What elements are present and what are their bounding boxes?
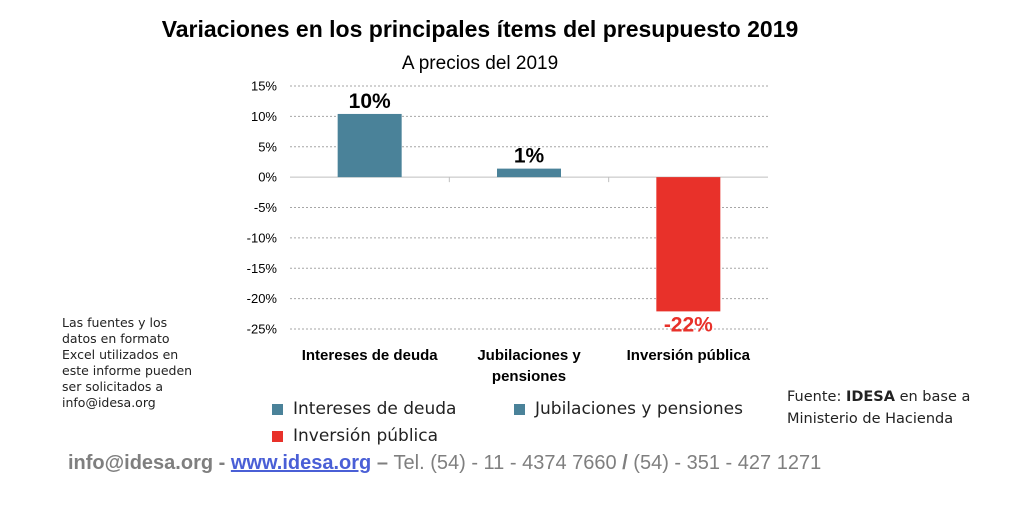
legend-label: Inversión pública (293, 426, 439, 446)
footer-tel-1: Tel. (54) - 11 - 4374 7660 (393, 452, 623, 474)
y-tick-label: -25% (247, 322, 278, 337)
side-note: Las fuentes y los datos en formato Excel… (62, 315, 212, 411)
data-label: -22% (664, 313, 713, 336)
y-tick-label: -10% (247, 230, 278, 245)
legend-item-jubilaciones: Jubilaciones y pensiones (514, 399, 743, 419)
side-note-line: ser solicitados a (62, 379, 164, 394)
y-tick-label: 5% (258, 139, 277, 154)
source-suffix: en base a (894, 389, 971, 405)
y-tick-label: -15% (247, 261, 278, 276)
y-tick-label: 10% (251, 109, 277, 124)
footer-separator: – (371, 452, 394, 474)
legend-label: Intereses de deuda (293, 399, 457, 419)
x-tick-label: Inversión pública (627, 347, 751, 364)
y-tick-label: -20% (247, 291, 278, 306)
side-note-email: info@idesa.org (62, 395, 156, 410)
footer-tel-2: (54) - 351 - 427 1271 (627, 452, 822, 474)
side-note-line: Las fuentes y los (62, 315, 168, 330)
footer-contact: info@idesa.org - www.idesa.org – Tel. (5… (68, 452, 821, 475)
source-brand: IDESA (845, 389, 895, 405)
side-note-line: este informe pueden (62, 363, 193, 378)
chart-subtitle: A precios del 2019 (401, 53, 559, 74)
y-tick-label: 0% (258, 170, 277, 185)
footer-slash: / (622, 452, 628, 474)
bar (656, 177, 721, 312)
bar (497, 168, 561, 178)
legend-swatch (514, 403, 525, 415)
footer-email[interactable]: info@idesa.org (68, 452, 214, 474)
side-note-line: datos en formato (62, 331, 170, 346)
source-line-1: Fuente: IDESA en base a (787, 386, 1017, 408)
y-tick-label: 15% (251, 79, 277, 94)
footer-separator: - (213, 452, 231, 474)
bar (337, 113, 402, 178)
footer-website-link[interactable]: www.idesa.org (230, 452, 372, 474)
source-prefix: Fuente: (787, 389, 846, 405)
side-note-line: Excel utilizados en (62, 347, 179, 362)
source-line-2: Ministerio de Hacienda (787, 411, 954, 427)
legend-item-intereses: Intereses de deuda (272, 399, 456, 419)
x-tick-label: Intereses de deuda (302, 347, 439, 364)
chart-title: Variaciones en los principales ítems del… (161, 16, 799, 42)
legend-swatch (272, 403, 283, 415)
x-tick-label: Jubilaciones y pensiones (477, 347, 581, 385)
y-tick-label: -5% (254, 200, 278, 215)
data-label: 1% (514, 145, 545, 168)
legend-label: Jubilaciones y pensiones (535, 399, 743, 419)
legend-item-inversion: Inversión pública (272, 426, 438, 446)
data-label: 10% (349, 90, 391, 113)
source-note: Fuente: IDESA en base a Ministerio de Ha… (787, 386, 1017, 430)
legend-swatch (272, 430, 283, 442)
